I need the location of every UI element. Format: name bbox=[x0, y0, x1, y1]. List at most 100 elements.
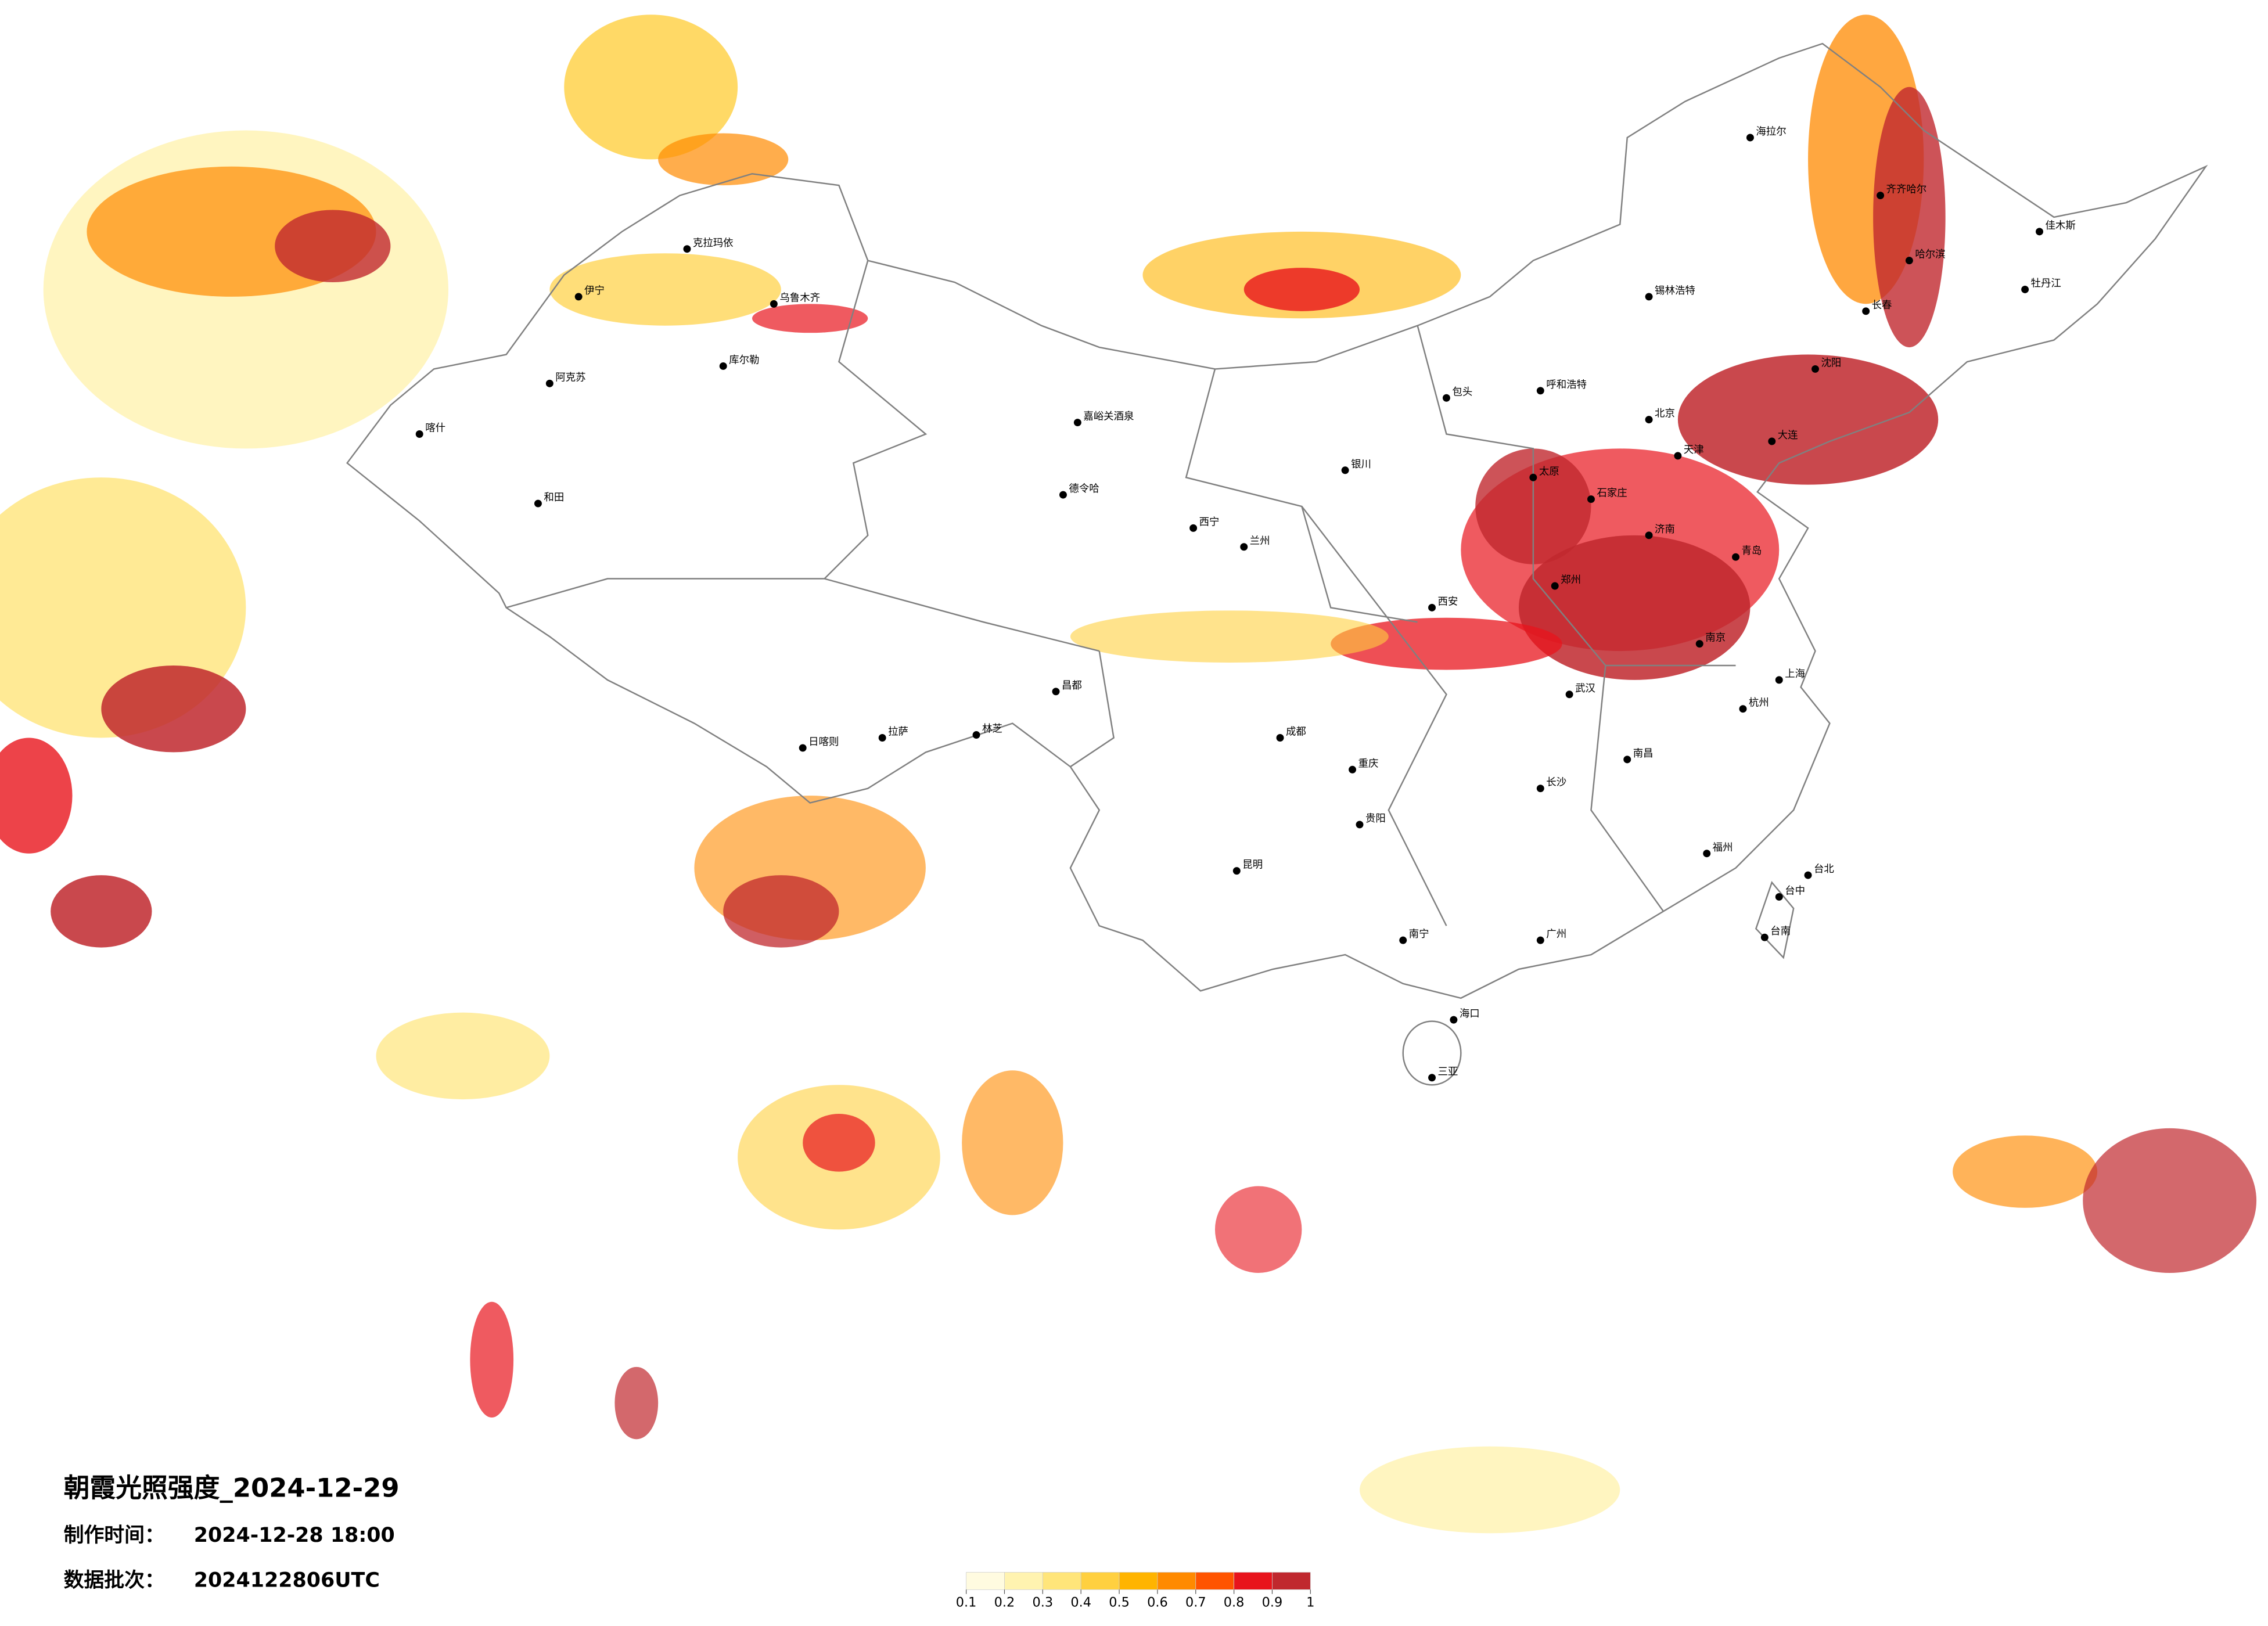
colorbar-tick-label: 1 bbox=[1306, 1595, 1314, 1610]
city-dot bbox=[1645, 531, 1653, 539]
city-dot bbox=[1442, 394, 1450, 402]
city-label: 大连 bbox=[1778, 430, 1798, 441]
city-label: 海口 bbox=[1460, 1008, 1480, 1020]
city-dot bbox=[1536, 387, 1544, 395]
colorbar-tick-label: 0.4 bbox=[1070, 1595, 1091, 1610]
colorbar-tick-label: 0.1 bbox=[956, 1595, 977, 1610]
city-label: 包头 bbox=[1452, 386, 1472, 398]
city-dot bbox=[1760, 933, 1769, 941]
city-label: 嘉峪关酒泉 bbox=[1083, 411, 1134, 423]
colorbar-swatch bbox=[1157, 1572, 1196, 1590]
city-dot bbox=[683, 245, 691, 253]
city-dot bbox=[1587, 495, 1595, 503]
city-dot bbox=[1623, 756, 1631, 764]
city-label: 阿克苏 bbox=[555, 372, 585, 383]
city-label: 济南 bbox=[1655, 524, 1675, 535]
city-label: 库尔勒 bbox=[729, 354, 759, 366]
city-label: 哈尔滨 bbox=[1915, 249, 1945, 261]
city-label: 三亚 bbox=[1437, 1066, 1458, 1078]
city-dot bbox=[1356, 821, 1364, 829]
city-dot bbox=[1536, 936, 1544, 944]
city-label: 沈阳 bbox=[1821, 357, 1841, 369]
city-dot bbox=[1645, 416, 1653, 424]
city-label: 伊宁 bbox=[584, 285, 605, 297]
city-dot bbox=[1536, 785, 1544, 793]
batch: 2024122806UTC bbox=[194, 1569, 380, 1592]
city-label: 齐齐哈尔 bbox=[1886, 184, 1927, 196]
city-label: 成都 bbox=[1286, 726, 1306, 738]
city-dot bbox=[1529, 473, 1537, 481]
city-dot bbox=[2036, 228, 2043, 236]
city-label: 武汉 bbox=[1575, 683, 1595, 695]
city-label: 和田 bbox=[544, 492, 564, 503]
city-dot bbox=[1775, 893, 1783, 901]
city-dot bbox=[1189, 524, 1198, 532]
city-label: 北京 bbox=[1655, 408, 1675, 420]
city-label: 西宁 bbox=[1199, 516, 1220, 528]
city-label: 太原 bbox=[1539, 466, 1559, 477]
city-label: 贵阳 bbox=[1365, 813, 1386, 825]
city-dot bbox=[1775, 676, 1783, 684]
colorbar-swatch bbox=[1272, 1572, 1311, 1590]
batch-label: 数据批次： bbox=[64, 1569, 165, 1592]
borders bbox=[346, 42, 2208, 1086]
city-dot bbox=[1450, 1016, 1458, 1024]
city-label: 长沙 bbox=[1546, 777, 1566, 789]
city-dot bbox=[1811, 365, 1819, 373]
city-dot bbox=[1052, 688, 1060, 696]
city-label: 重庆 bbox=[1358, 758, 1379, 769]
city-label: 石家庄 bbox=[1597, 488, 1627, 499]
colorbar-swatch bbox=[1119, 1572, 1158, 1590]
city-label: 德令哈 bbox=[1069, 483, 1099, 495]
city-label: 乌鲁木齐 bbox=[779, 292, 820, 304]
city-dot bbox=[545, 379, 553, 387]
city-label: 长春 bbox=[1872, 300, 1892, 311]
city-dot bbox=[1349, 765, 1357, 774]
city-dot bbox=[1768, 437, 1776, 445]
city-dot bbox=[1399, 936, 1407, 944]
city-label: 日喀则 bbox=[808, 736, 839, 748]
city-label: 昌都 bbox=[1062, 680, 1082, 692]
city-label: 台南 bbox=[1770, 926, 1791, 937]
city-dot bbox=[415, 430, 423, 438]
city-label: 郑州 bbox=[1561, 574, 1581, 586]
city-dot bbox=[1862, 307, 1870, 315]
city-dot bbox=[770, 300, 778, 308]
city-label: 台北 bbox=[1814, 864, 1834, 875]
city-dot bbox=[1703, 850, 1711, 858]
colorbar-swatch bbox=[1042, 1572, 1081, 1590]
city-dot bbox=[1073, 419, 1081, 427]
colorbar-tick-label: 0.6 bbox=[1147, 1595, 1168, 1610]
city-label: 牡丹江 bbox=[2031, 278, 2061, 290]
colorbar-swatch bbox=[1195, 1572, 1234, 1590]
heat-layer bbox=[0, 15, 2257, 1534]
city-label: 南京 bbox=[1705, 632, 1726, 644]
city-dot bbox=[1276, 734, 1284, 742]
city-label: 林芝 bbox=[982, 724, 1002, 735]
city-label: 海拉尔 bbox=[1756, 126, 1786, 138]
colorbar-swatch bbox=[966, 1572, 1005, 1590]
colorbar-swatch bbox=[1080, 1572, 1120, 1590]
city-dot bbox=[574, 293, 583, 301]
city-dot bbox=[1905, 257, 1913, 265]
city-dot bbox=[2021, 285, 2029, 293]
city-dot bbox=[1428, 1074, 1436, 1082]
city-label: 克拉玛依 bbox=[693, 238, 734, 249]
city-dot bbox=[1674, 452, 1682, 460]
city-label: 南宁 bbox=[1409, 929, 1429, 940]
city-label: 天津 bbox=[1684, 444, 1704, 456]
city-label: 兰州 bbox=[1250, 535, 1270, 547]
city-label: 台中 bbox=[1785, 885, 1805, 897]
colorbar-tick-label: 0.9 bbox=[1262, 1595, 1283, 1610]
city-dot bbox=[1551, 582, 1559, 590]
city-dot bbox=[1565, 690, 1573, 699]
city-dot bbox=[1232, 867, 1241, 875]
colorbar-swatch bbox=[1234, 1572, 1273, 1590]
city-label: 锡林浩特 bbox=[1655, 285, 1695, 297]
city-label: 上海 bbox=[1785, 668, 1805, 680]
city-dot bbox=[1877, 192, 1885, 200]
city-label: 广州 bbox=[1546, 929, 1566, 940]
city-dot bbox=[1695, 640, 1703, 648]
city-label: 银川 bbox=[1351, 459, 1371, 470]
